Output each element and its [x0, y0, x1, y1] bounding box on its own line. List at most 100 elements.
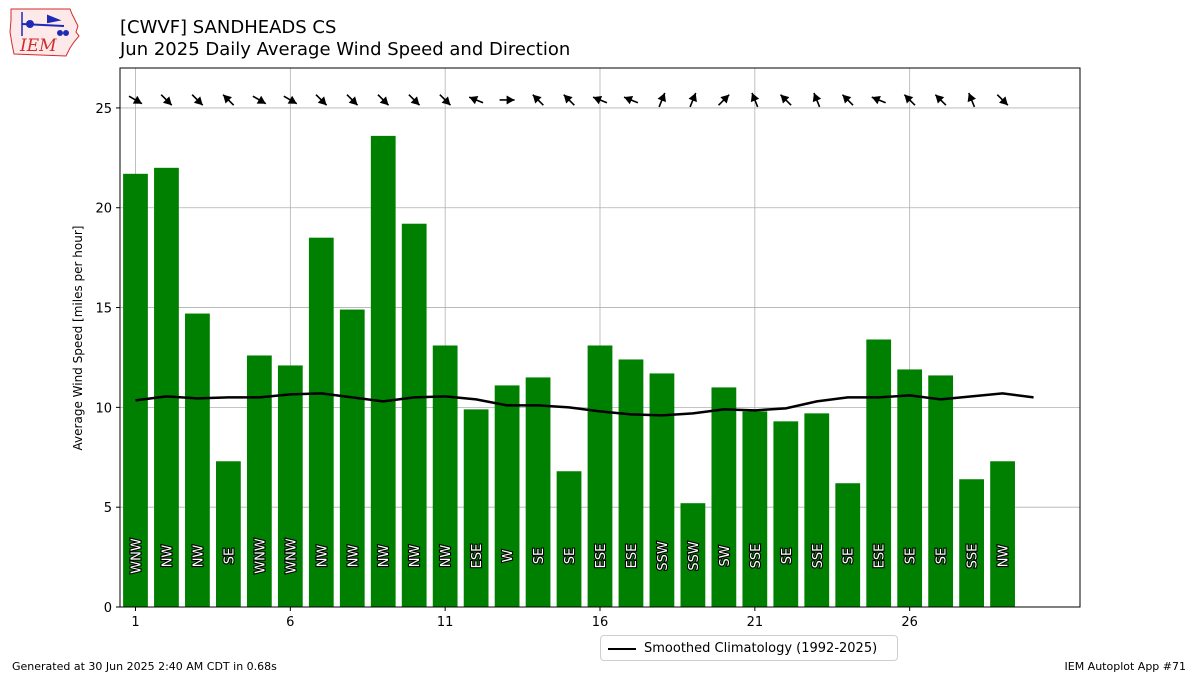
direction-label: NW: [377, 545, 392, 568]
wind-speed-bar: [680, 503, 706, 607]
wind-speed-bar: [711, 387, 737, 607]
wind-direction-arrow: [377, 94, 390, 106]
wind-direction-arrow: [532, 94, 544, 106]
wind-direction-arrow: [812, 92, 822, 108]
arrow-head: [441, 96, 451, 106]
direction-label: WNW: [253, 538, 268, 574]
wind-direction-arrow: [718, 94, 730, 106]
arrow-head: [410, 96, 420, 106]
wind-speed-bar: [649, 373, 675, 607]
arrow-head: [256, 95, 266, 104]
wind-speed-bar: [123, 173, 148, 607]
legend-label: Smoothed Climatology (1992-2025): [644, 641, 878, 656]
x-tick-label: 26: [901, 615, 918, 630]
wind-speed-bar: [959, 479, 984, 607]
wind-speed-bar: [154, 167, 179, 607]
direction-label: NW: [408, 545, 423, 568]
wind-speed-bar: [618, 359, 644, 607]
y-axis-label: Average Wind Speed [miles per hour]: [71, 226, 85, 451]
direction-label: SSW: [687, 541, 702, 571]
bar-series: [123, 135, 1015, 607]
arrow-head: [750, 92, 760, 103]
wind-speed-bar: [308, 237, 334, 607]
footer-generated: Generated at 30 Jun 2025 2:40 AM CDT in …: [12, 660, 277, 673]
direction-label: SSW: [656, 541, 671, 571]
wind-speed-bar: [587, 345, 613, 607]
arrow-head: [657, 92, 666, 103]
arrow-head: [593, 95, 603, 105]
arrow-head: [842, 94, 852, 104]
wind-direction-arrow: [934, 94, 947, 106]
wind-direction-arrow: [623, 95, 639, 105]
wind-speed-bar: [928, 375, 954, 607]
direction-label: SSE: [811, 544, 826, 569]
arrow-head: [967, 92, 976, 103]
x-tick-label: 6: [286, 615, 294, 630]
wind-arrows: [128, 92, 1009, 108]
arrow-head: [720, 94, 730, 104]
direction-label: ESE: [625, 544, 640, 569]
wind-direction-arrow: [222, 94, 235, 106]
wind-direction-arrow: [252, 95, 267, 105]
direction-label: NW: [439, 545, 454, 568]
wind-speed-bar: [897, 369, 923, 607]
direction-label: W: [501, 549, 516, 562]
wind-speed-bar: [463, 409, 489, 607]
arrow-head: [223, 94, 232, 104]
wind-speed-bar: [185, 313, 210, 607]
direction-labels: WNW NW NW SE WNW WNW NW NW NW NW NW ESE W SE SE ESE ESE S…: [128, 537, 1012, 575]
arrow-head: [532, 94, 542, 104]
wind-speed-bar: [432, 345, 458, 607]
direction-label: NW: [160, 545, 175, 568]
y-tick-label: 10: [95, 401, 112, 416]
wind-direction-arrow: [779, 94, 792, 106]
direction-label: NW: [346, 545, 361, 568]
direction-label: NW: [997, 545, 1012, 568]
direction-label: SE: [563, 548, 578, 564]
arrow-head: [379, 96, 389, 106]
y-tick-label: 5: [104, 501, 112, 516]
legend-line-swatch: [608, 648, 636, 650]
footer-app: IEM Autoplot App #71: [1064, 660, 1187, 673]
y-tick-label: 0: [104, 601, 112, 616]
legend: Smoothed Climatology (1992-2025): [600, 635, 898, 661]
arrow-head: [871, 95, 881, 105]
wind-direction-arrow: [128, 95, 143, 105]
wind-direction-arrow: [903, 94, 916, 106]
iowa-state-outline: [9, 8, 80, 57]
wind-speed-bar: [556, 471, 582, 607]
arrow-head: [688, 92, 697, 103]
wind-direction-arrow: [592, 95, 608, 105]
direction-label: WNW: [129, 538, 144, 574]
wind-direction-arrow: [468, 95, 484, 105]
direction-label: SE: [532, 548, 547, 564]
direction-label: NW: [315, 545, 330, 568]
arrow-head: [506, 95, 515, 105]
arrow-head: [317, 96, 327, 106]
y-tick-label: 25: [95, 102, 112, 117]
direction-label: SE: [842, 548, 857, 564]
arrow-head: [780, 94, 790, 104]
y-tick-label: 20: [95, 202, 112, 217]
direction-label: SE: [935, 548, 950, 564]
wind-speed-bar: [370, 135, 396, 607]
arrow-head: [287, 95, 297, 104]
direction-label: ESE: [594, 544, 609, 569]
wind-speed-bar: [494, 385, 520, 607]
wind-speed-bar: [742, 411, 768, 607]
arrow-head: [162, 96, 172, 106]
wind-direction-arrow: [499, 95, 515, 105]
x-tick-label: 11: [437, 615, 454, 630]
direction-label: SW: [718, 545, 733, 566]
wind-speed-bar: [866, 339, 892, 607]
arrow-head: [193, 96, 203, 106]
wind-speed-bar: [773, 421, 799, 607]
climatology-series: [135, 392, 1034, 417]
wind-direction-arrow: [871, 95, 886, 105]
direction-label: SE: [904, 548, 919, 564]
direction-label: SE: [780, 548, 795, 564]
wind-direction-arrow: [283, 95, 298, 105]
x-tick-label: 16: [592, 615, 609, 630]
